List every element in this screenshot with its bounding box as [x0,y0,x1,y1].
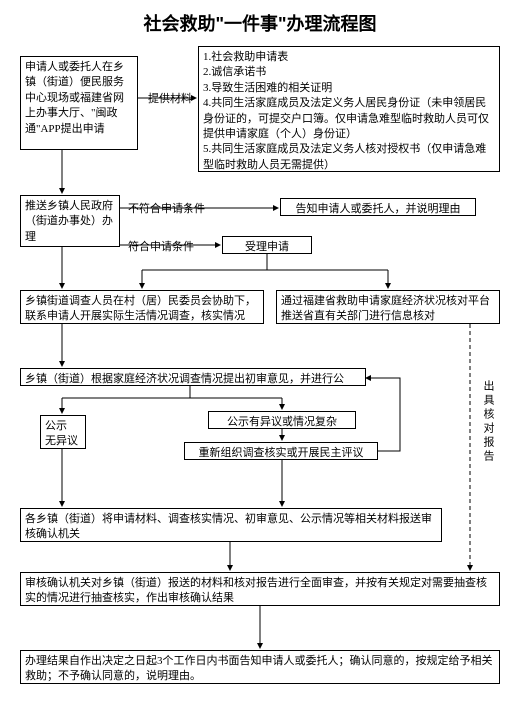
node-reinvestigate: 重新组织调查核实或开展民主评议 [184,442,378,460]
node-result: 办理结果自作出决定之日起3个工作日内书面告知申请人或委托人；确认同意的，按规定给… [20,650,500,684]
node-first-review: 乡镇（街道）根据家庭经济状况调查情况提出初审意见，并进行公 [20,368,366,386]
node-accept: 受理申请 [222,236,312,254]
node-no-objection: 公示 无异议 [40,415,86,449]
node-survey-left: 乡镇街道调查人员在村（居）民委员会协助下，联系申请人开展实际生活情况调查，核实情… [20,290,264,324]
label-meet: 符合申请条件 [128,238,194,254]
node-forward: 推送乡镇人民政府（街道办事处）办理 [20,195,120,247]
node-apply: 申请人或委托人在乡镇（街道）便民服务中心现场或福建省网上办事大厅、"闽政通"AP… [20,56,138,150]
label-provide: 提供材料 [148,90,192,106]
label-not-meet: 不符合申请条件 [128,200,205,216]
node-survey-right: 通过福建省救助申请家庭经济状况核对平台推送省直有关部门进行信息核对 [276,290,500,324]
label-issue-report: 出具核对报告 [480,380,496,464]
node-has-objection: 公示有异议或情况复杂 [208,411,356,429]
node-materials: 1.社会救助申请表 2.诚信承诺书 3.导致生活困难的相关证明 4.共同生活家庭… [198,46,500,172]
node-submit: 各乡镇（街道）将申请材料、调查核实情况、初审意见、公示情况等相关材料报送审核确认… [20,508,442,542]
page-title: 社会救助"一件事"办理流程图 [0,10,520,36]
node-final-review: 审核确认机关对乡镇（街道）报送的材料和核对报告进行全面审查，并按有关规定对需要抽… [20,572,500,606]
node-notify: 告知申请人或委托人，并说明理由 [280,198,476,216]
